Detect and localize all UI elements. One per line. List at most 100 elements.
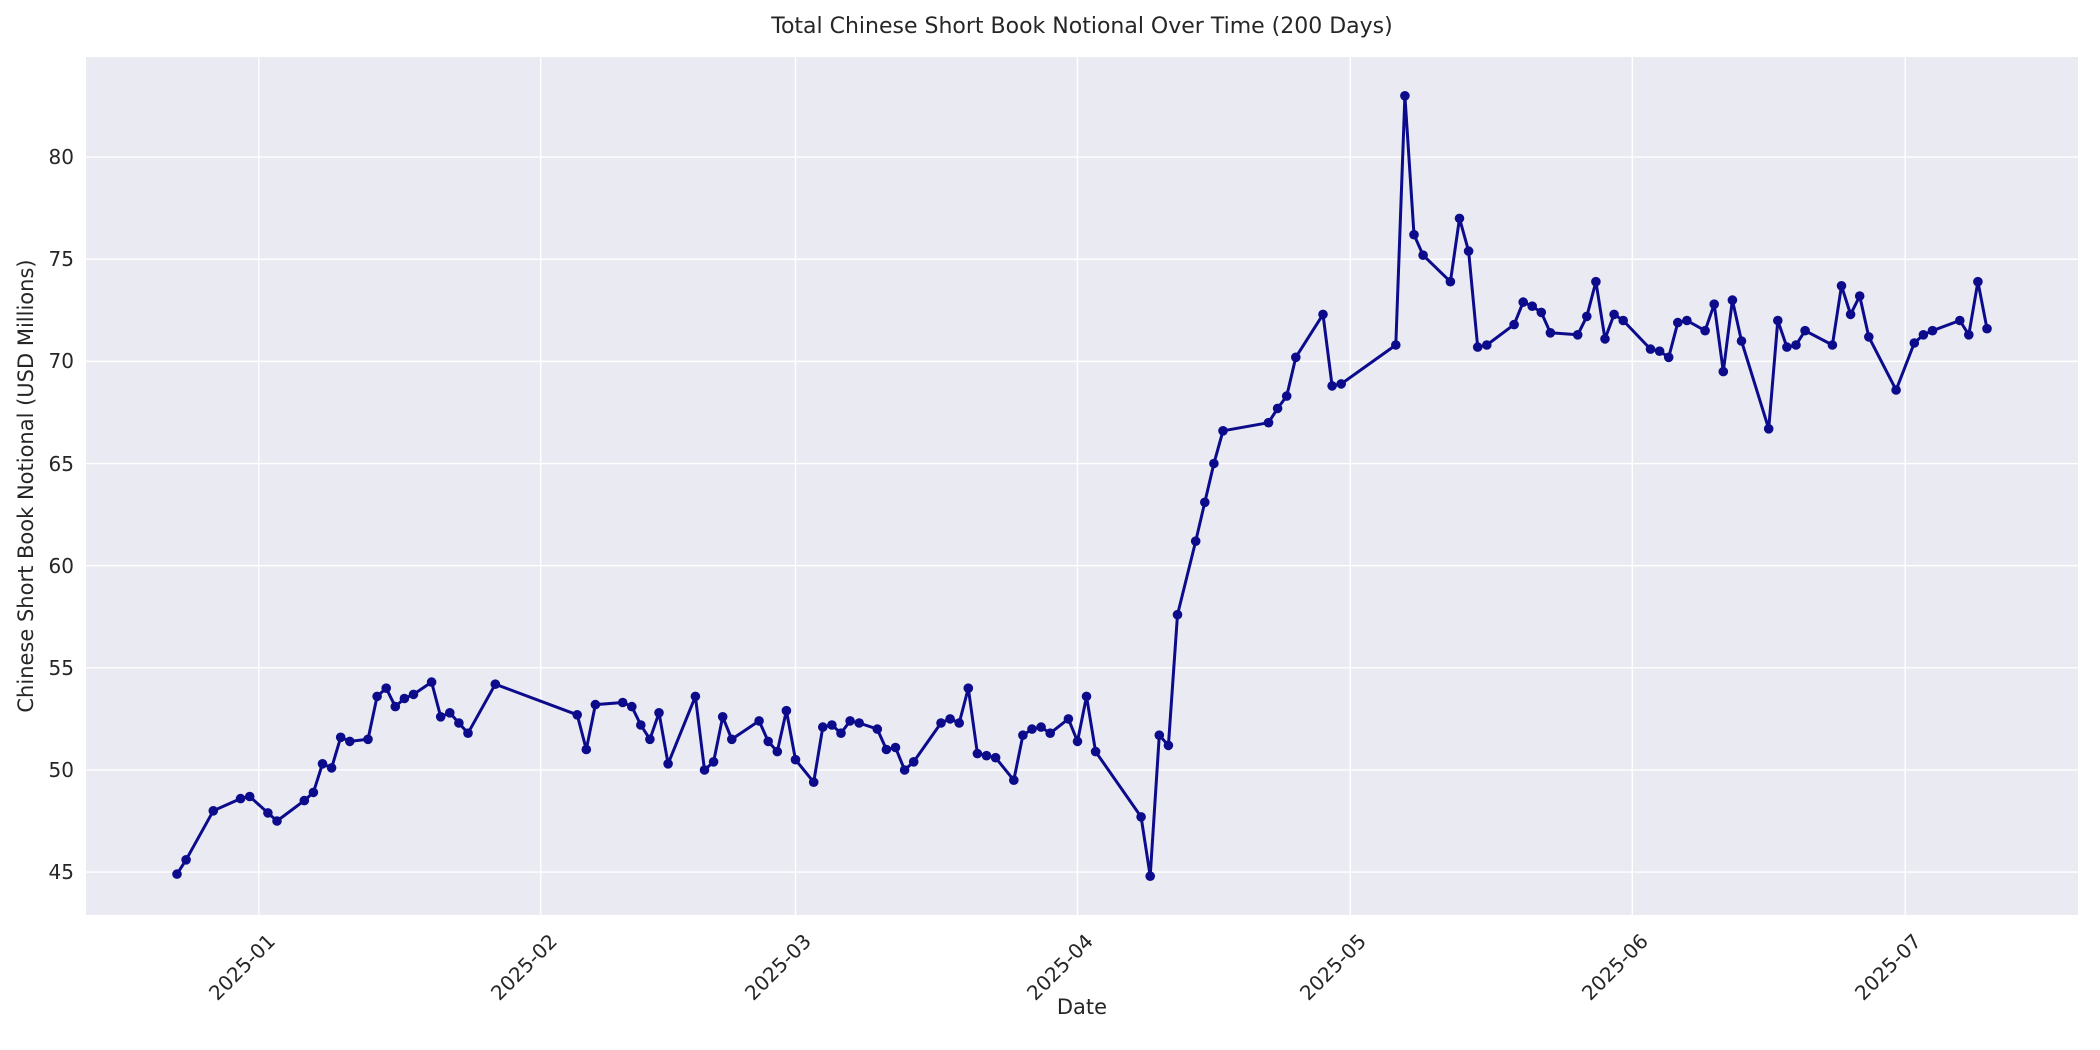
data-point — [372, 691, 382, 702]
data-point — [1145, 871, 1155, 881]
data-point — [445, 708, 455, 718]
data-point — [936, 718, 946, 728]
data-point — [1163, 740, 1174, 751]
data-point — [972, 748, 983, 759]
data-point — [1736, 336, 1747, 346]
data-point — [1536, 307, 1547, 318]
data-point — [890, 742, 901, 753]
data-point — [1218, 426, 1228, 436]
data-point — [1645, 344, 1656, 354]
data-point — [1200, 497, 1210, 508]
x-axis-label: Date — [1056, 995, 1108, 1019]
data-point — [1682, 315, 1692, 326]
data-point — [872, 724, 883, 734]
data-point — [1955, 315, 1965, 326]
data-point — [1063, 714, 1074, 724]
y-tick-label: 50 — [48, 757, 74, 782]
data-point — [1763, 424, 1774, 434]
data-point — [572, 710, 582, 720]
data-point — [208, 806, 219, 816]
data-point — [1836, 281, 1847, 291]
data-point — [1891, 385, 1901, 395]
data-point — [408, 689, 419, 700]
data-point — [1782, 342, 1792, 352]
data-point — [1281, 391, 1292, 401]
data-point — [1582, 311, 1592, 322]
data-point — [1700, 325, 1710, 336]
data-point — [808, 777, 819, 787]
data-point — [763, 736, 773, 747]
data-point — [581, 744, 592, 755]
data-point — [244, 791, 255, 802]
data-point — [463, 728, 473, 738]
data-point — [1791, 340, 1801, 350]
y-tick-label: 80 — [48, 145, 74, 170]
plot-area — [86, 57, 2078, 915]
data-point — [490, 679, 501, 689]
data-point — [272, 816, 282, 826]
data-point — [590, 699, 601, 710]
data-point — [708, 757, 719, 767]
data-point — [899, 765, 910, 775]
data-point — [854, 718, 864, 728]
data-point — [617, 697, 628, 708]
data-point — [1209, 458, 1219, 469]
data-point — [1154, 730, 1165, 740]
data-point — [1982, 323, 1992, 334]
data-point — [827, 720, 837, 730]
data-point — [1918, 330, 1929, 340]
data-point — [308, 787, 319, 798]
data-point — [1272, 403, 1283, 414]
data-point — [299, 795, 310, 806]
data-point — [1964, 330, 1974, 340]
y-tick-label: 55 — [48, 655, 74, 680]
data-point — [1190, 536, 1201, 546]
data-point — [317, 759, 328, 769]
data-point — [727, 734, 737, 745]
data-point — [699, 765, 710, 775]
data-point — [645, 734, 655, 745]
data-point — [1909, 338, 1920, 348]
data-point — [1318, 309, 1328, 320]
y-axis-label-text: Chinese Short Book Notional (USD Million… — [14, 259, 38, 713]
data-point — [1727, 295, 1738, 305]
data-point — [781, 705, 792, 716]
data-point — [335, 732, 346, 743]
data-point — [754, 716, 764, 726]
data-point — [1336, 379, 1346, 389]
data-point — [954, 718, 964, 728]
data-point — [363, 734, 373, 745]
data-point — [717, 712, 728, 722]
data-point — [1572, 330, 1583, 340]
data-point — [1409, 229, 1419, 240]
data-point — [326, 763, 337, 773]
data-point — [1454, 213, 1465, 224]
data-point — [772, 746, 783, 757]
y-tick-label: 60 — [48, 553, 74, 578]
data-point — [1509, 319, 1519, 330]
data-point — [1864, 332, 1874, 342]
y-tick-label: 45 — [48, 860, 74, 885]
data-point — [454, 718, 464, 728]
data-line — [175, 94, 1989, 878]
data-point — [1136, 812, 1146, 822]
data-point — [1827, 340, 1838, 350]
data-point — [1527, 301, 1537, 312]
data-point — [845, 716, 855, 726]
data-point — [172, 869, 182, 879]
data-point — [381, 683, 392, 693]
y-tick-label: 70 — [48, 349, 74, 374]
data-point — [1663, 352, 1674, 363]
data-point — [1263, 417, 1274, 428]
data-point — [908, 757, 919, 767]
data-point — [636, 720, 646, 730]
data-point — [345, 736, 355, 747]
data-point — [1600, 334, 1610, 344]
data-point — [945, 714, 955, 724]
data-point — [263, 808, 273, 818]
data-point — [1391, 340, 1401, 350]
data-point — [1172, 609, 1183, 620]
data-point — [426, 677, 437, 687]
data-point — [1090, 746, 1101, 757]
